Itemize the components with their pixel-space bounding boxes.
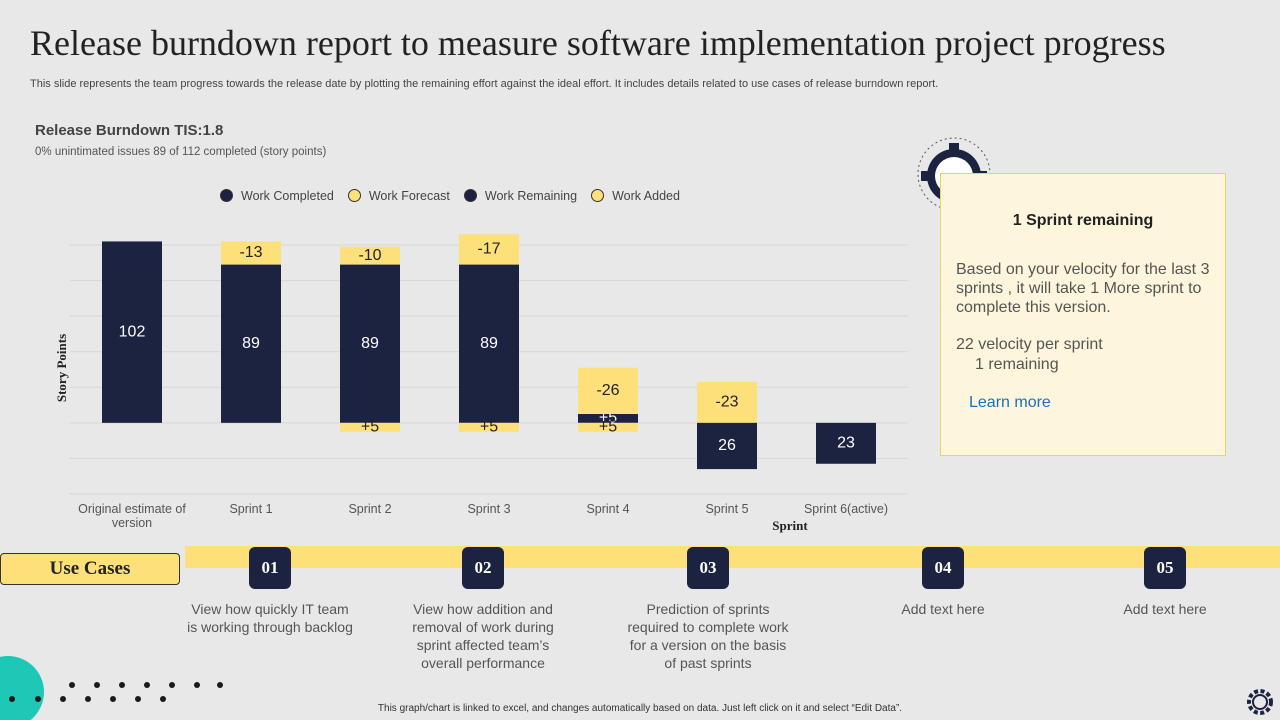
x-axis-label: Sprint bbox=[772, 518, 808, 533]
bar-segment bbox=[578, 413, 638, 423]
learn-more-link[interactable]: Learn more bbox=[969, 394, 1051, 411]
slide-subtitle: This slide represents the team progress … bbox=[30, 78, 939, 90]
legend-swatch bbox=[463, 189, 477, 202]
chart-title: Release Burndown TIS:1.8 bbox=[35, 122, 224, 139]
bar-segment bbox=[459, 422, 519, 432]
data-label: 23 bbox=[837, 435, 855, 452]
chart: Story Points Sprint 102 89 89 89 +5 -13 -10 -17… bbox=[54, 234, 908, 533]
legend-item: Work Added bbox=[591, 189, 680, 203]
step-text: View how quickly IT team is working thro… bbox=[187, 601, 353, 635]
bar-segment bbox=[816, 422, 876, 464]
bar-segment bbox=[221, 241, 281, 265]
y-axis-label: Story Points bbox=[54, 334, 69, 402]
bar-segment bbox=[340, 264, 400, 423]
data-label: +5 bbox=[361, 419, 379, 436]
settings-icon bbox=[1247, 689, 1273, 715]
data-label: -23 bbox=[715, 394, 738, 411]
legend-item: Work Forecast bbox=[347, 189, 450, 203]
chart-subtitle: 0% unintimated issues 89 of 112 complete… bbox=[35, 146, 327, 158]
panel-body: Based on your velocity for the last 3 sp… bbox=[956, 261, 1210, 316]
bar-segment bbox=[459, 264, 519, 423]
legend-label: Work Forecast bbox=[368, 189, 450, 203]
bar-segment bbox=[102, 241, 162, 423]
data-label: 102 bbox=[119, 323, 146, 340]
data-label: 89 bbox=[242, 335, 260, 352]
x-tick-label: Sprint 1 bbox=[229, 502, 273, 516]
bar-segment bbox=[340, 246, 400, 265]
data-label: -26 bbox=[596, 382, 619, 399]
legend-label: Work Completed bbox=[241, 189, 334, 203]
bar-segment bbox=[459, 234, 519, 265]
x-tick-label: Original estimate of version bbox=[78, 502, 186, 530]
footer-note: This graph/chart is linked to excel, and… bbox=[377, 703, 903, 714]
step-number: 05 bbox=[1144, 547, 1186, 589]
legend-swatch bbox=[591, 189, 605, 202]
step-text: View how addition and removal of work du… bbox=[412, 601, 554, 671]
step-number: 03 bbox=[687, 547, 729, 589]
bar-segment bbox=[340, 422, 400, 432]
data-label: -10 bbox=[358, 247, 381, 264]
step-number: 04 bbox=[922, 547, 964, 589]
legend: Work Completed Work Forecast Work Remainin… bbox=[220, 189, 680, 203]
slide-title: Release burndown report to measure softw… bbox=[30, 23, 1166, 63]
step-text: Add text here bbox=[901, 601, 985, 617]
legend-label: Work Added bbox=[612, 189, 680, 203]
step-number: 02 bbox=[462, 547, 504, 589]
legend-label: Work Remaining bbox=[484, 189, 578, 203]
x-tick-label: Sprint 4 bbox=[586, 502, 630, 516]
step-number: 01 bbox=[249, 547, 291, 589]
legend-item: Work Completed bbox=[220, 189, 334, 203]
panel-title: 1 Sprint remaining bbox=[1012, 212, 1154, 229]
timeline-band bbox=[185, 546, 1280, 568]
sprint-panel: 1 Sprint remaining Based on your velocit… bbox=[940, 173, 1226, 456]
use-cases-label: Use Cases bbox=[0, 553, 180, 585]
data-label: +5 bbox=[480, 419, 498, 436]
step-text: Prediction of sprints required to comple… bbox=[627, 601, 789, 671]
decoration bbox=[0, 656, 223, 720]
data-label: -13 bbox=[239, 244, 262, 261]
x-tick-label: Sprint 5 bbox=[705, 502, 749, 516]
data-label: +5 bbox=[599, 419, 617, 436]
data-label: 89 bbox=[480, 335, 498, 352]
bar-segment bbox=[221, 264, 281, 423]
data-label: 26 bbox=[718, 437, 736, 454]
x-tick-label: Sprint 2 bbox=[348, 502, 392, 516]
legend-swatch bbox=[220, 189, 233, 202]
data-label: -17 bbox=[477, 241, 500, 258]
step-text: Add text here bbox=[1123, 601, 1207, 617]
panel-velocity: 22 velocity per sprint bbox=[956, 336, 1103, 353]
bar-segment bbox=[578, 422, 638, 432]
bar-segment bbox=[697, 381, 757, 423]
bar-segment bbox=[578, 367, 638, 414]
bar-segment bbox=[697, 422, 757, 470]
legend-item: Work Remaining bbox=[463, 189, 578, 203]
legend-swatch bbox=[347, 189, 361, 202]
x-tick-label: Sprint 6(active) bbox=[803, 502, 889, 516]
data-label: 89 bbox=[361, 335, 379, 352]
panel-remaining: 1 remaining bbox=[975, 356, 1059, 373]
x-tick-label: Sprint 3 bbox=[467, 502, 511, 516]
